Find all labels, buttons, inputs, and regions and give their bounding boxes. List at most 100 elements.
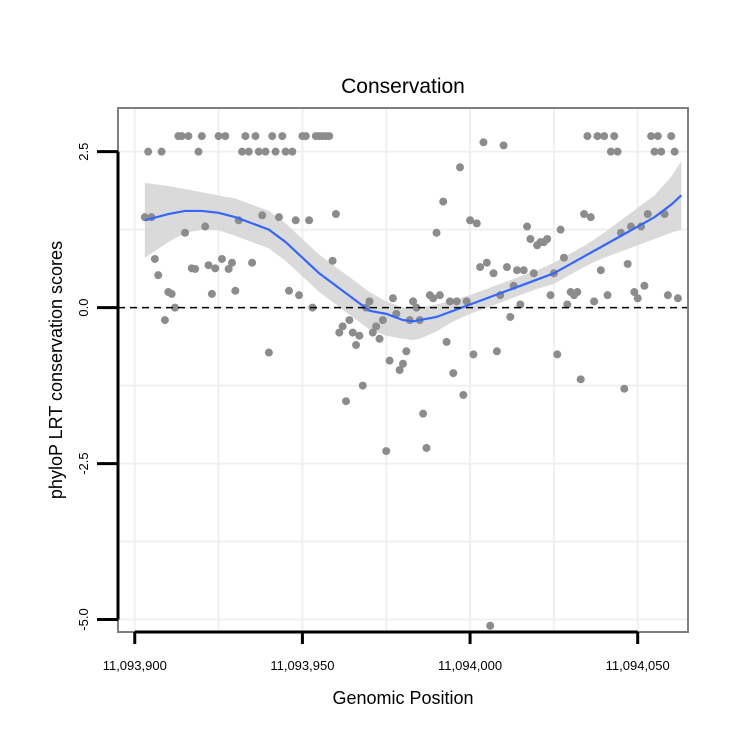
x-tick-label: 11,094,000 (438, 658, 502, 673)
data-point (295, 291, 304, 300)
data-point (261, 147, 270, 156)
data-point (264, 348, 273, 357)
data-point (573, 288, 582, 297)
data-point (365, 297, 374, 306)
data-point (526, 235, 535, 243)
data-point (442, 337, 451, 346)
data-point (328, 256, 337, 265)
data-point (244, 147, 253, 156)
data-point (482, 258, 491, 267)
data-point (399, 359, 407, 368)
data-point (462, 297, 471, 306)
data-point (580, 210, 589, 219)
data-point (342, 397, 350, 406)
data-point (603, 291, 612, 300)
data-point (372, 322, 381, 331)
data-point (157, 147, 166, 156)
y-tick-label: -5.0 (76, 608, 91, 630)
data-point (499, 141, 508, 150)
data-point (576, 375, 585, 384)
data-point (335, 328, 344, 337)
data-point (194, 147, 203, 156)
x-tick-label: 11,093,900 (103, 658, 167, 673)
data-point (352, 341, 361, 350)
data-point (281, 147, 290, 156)
data-point (167, 289, 176, 298)
data-point (278, 132, 287, 141)
data-point (171, 303, 179, 312)
data-point (586, 213, 595, 222)
chart-title: Conservation (341, 75, 465, 98)
data-point (667, 132, 676, 141)
smooth-line (144, 194, 683, 323)
data-point (516, 300, 525, 309)
y-axis-title: phyloP LRT conservation scores (46, 241, 66, 499)
data-point (653, 132, 662, 141)
data-point (231, 286, 240, 295)
data-point (345, 316, 354, 325)
data-point (620, 384, 629, 393)
data-point (274, 213, 283, 222)
data-point (258, 211, 267, 220)
data-point (543, 235, 552, 243)
y-tick-label: 0.0 (76, 299, 91, 317)
data-point (291, 216, 300, 225)
data-point (221, 132, 230, 141)
data-point (402, 347, 411, 356)
data-point (409, 297, 418, 306)
y-tick-label: -2.5 (76, 452, 91, 474)
x-tick-label: 11,093,950 (270, 658, 334, 673)
data-point (663, 291, 672, 300)
data-point (657, 147, 666, 156)
data-point (338, 322, 347, 331)
data-point (378, 316, 387, 325)
data-point (439, 197, 448, 206)
data-point (197, 132, 206, 141)
data-point (643, 210, 652, 219)
data-point (593, 132, 602, 141)
data-point (563, 300, 572, 309)
data-point (456, 163, 464, 172)
data-point (241, 132, 250, 141)
data-point (502, 263, 511, 272)
data-point (469, 350, 478, 359)
data-point (506, 312, 515, 321)
data-point (647, 132, 656, 141)
data-point (556, 225, 565, 234)
data-point (214, 132, 223, 141)
data-point (268, 132, 277, 141)
data-point (271, 147, 280, 156)
data-point (224, 264, 233, 273)
data-point (238, 147, 247, 156)
data-point (600, 132, 609, 141)
data-point (445, 297, 454, 306)
data-point (211, 264, 220, 273)
data-point (288, 147, 297, 156)
data-point (479, 138, 488, 147)
data-point (191, 264, 200, 273)
x-axis-title: Genomic Position (332, 688, 473, 708)
data-point (385, 356, 394, 365)
data-point (606, 147, 615, 156)
data-point (449, 369, 458, 378)
data-point (476, 263, 485, 272)
x-axis: 11,093,900 11,093,950 11,094,000 11,094,050 (103, 630, 670, 673)
data-point (630, 288, 639, 297)
data-point (673, 294, 682, 303)
data-point (546, 291, 555, 300)
data-point (613, 147, 622, 156)
data-point (519, 266, 528, 275)
data-point (583, 132, 592, 141)
data-point (486, 621, 495, 630)
data-point (285, 286, 293, 295)
data-point (254, 147, 263, 156)
data-point (348, 328, 357, 337)
data-point (590, 297, 599, 306)
data-point (355, 331, 364, 340)
data-point (523, 222, 532, 231)
data-point (429, 294, 438, 303)
data-point (596, 266, 605, 275)
data-point (358, 381, 367, 390)
data-point (181, 228, 190, 237)
data-point (472, 219, 481, 228)
